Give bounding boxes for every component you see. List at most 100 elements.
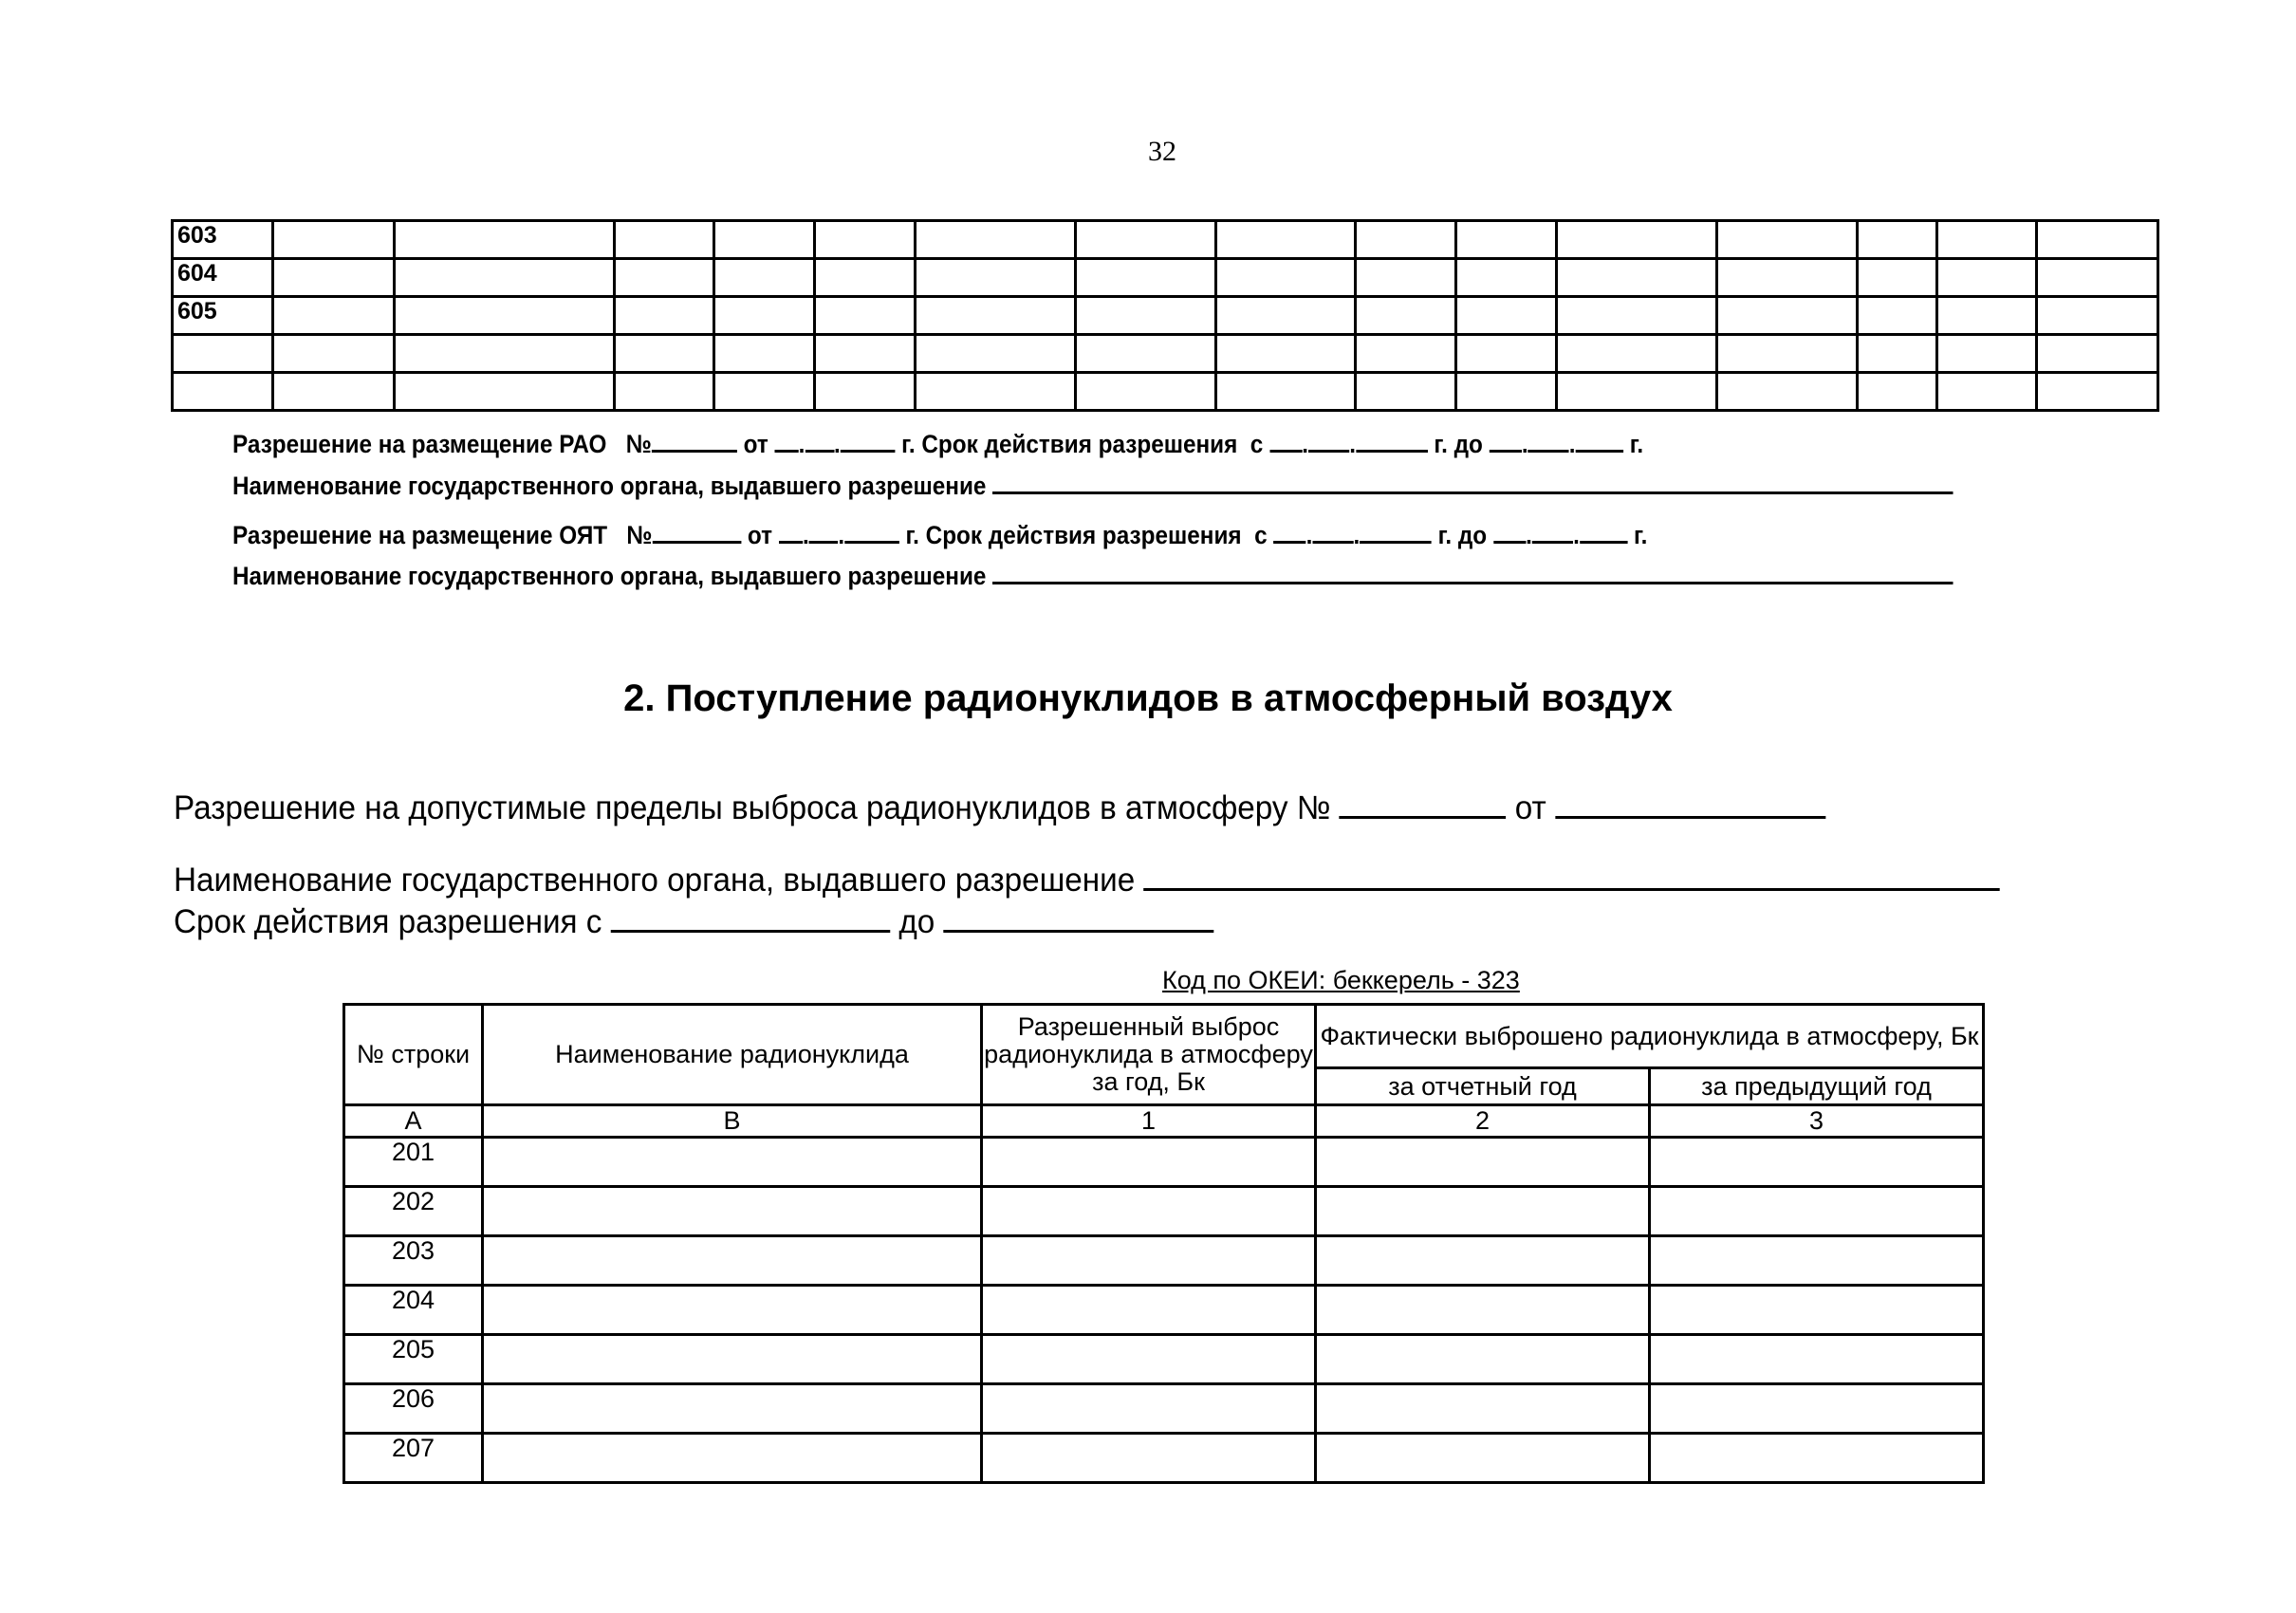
- table-cell[interactable]: [1647, 1284, 1986, 1336]
- end-month-field[interactable]: [1531, 518, 1574, 544]
- table-cell[interactable]: [1354, 333, 1457, 374]
- table-cell[interactable]: [813, 371, 917, 412]
- table-cell[interactable]: [613, 219, 715, 260]
- table-cell[interactable]: [1856, 371, 1938, 412]
- table-cell[interactable]: [2035, 333, 2159, 374]
- table-cell[interactable]: [613, 257, 715, 298]
- table-cell[interactable]: [1314, 1234, 1651, 1287]
- table-cell[interactable]: [713, 295, 816, 336]
- table-cell[interactable]: [481, 1284, 983, 1336]
- start-day-field[interactable]: [1273, 518, 1306, 544]
- end-day-field[interactable]: [1492, 518, 1527, 544]
- table-cell[interactable]: [1856, 257, 1938, 298]
- table-cell[interactable]: [1074, 295, 1217, 336]
- table-cell[interactable]: [1935, 257, 2038, 298]
- table-cell[interactable]: [980, 1185, 1317, 1237]
- table-cell[interactable]: [481, 1234, 983, 1287]
- table-cell[interactable]: [1214, 295, 1357, 336]
- month-field[interactable]: [805, 427, 835, 453]
- table-cell[interactable]: [1555, 371, 1718, 412]
- table-cell[interactable]: [481, 1185, 983, 1237]
- table-cell[interactable]: [980, 1432, 1317, 1484]
- table-cell[interactable]: [914, 219, 1077, 260]
- table-cell[interactable]: [271, 295, 396, 336]
- table-cell[interactable]: [481, 1382, 983, 1435]
- table-cell[interactable]: [1647, 1333, 1986, 1385]
- day-field[interactable]: [774, 427, 799, 453]
- table-cell[interactable]: [1647, 1136, 1986, 1188]
- table-cell[interactable]: [914, 371, 1077, 412]
- table-cell[interactable]: [2035, 371, 2159, 412]
- validity-start-field[interactable]: [610, 901, 891, 933]
- table-cell[interactable]: [980, 1234, 1317, 1287]
- table-cell[interactable]: [1214, 219, 1357, 260]
- table-cell[interactable]: [914, 257, 1077, 298]
- table-cell[interactable]: [813, 257, 917, 298]
- table-cell[interactable]: [271, 257, 396, 298]
- permit-number-field[interactable]: [651, 427, 737, 453]
- table-cell[interactable]: [2035, 219, 2159, 260]
- table-cell[interactable]: [1555, 295, 1718, 336]
- table-cell[interactable]: [393, 219, 616, 260]
- table-cell[interactable]: [1454, 219, 1558, 260]
- table-cell[interactable]: [1454, 371, 1558, 412]
- table-cell[interactable]: [393, 295, 616, 336]
- table-cell[interactable]: [1935, 371, 2038, 412]
- table-cell[interactable]: [393, 371, 616, 412]
- table-cell[interactable]: [713, 219, 816, 260]
- table-cell[interactable]: [1074, 219, 1217, 260]
- table-cell[interactable]: [713, 371, 816, 412]
- table-cell[interactable]: [1935, 295, 2038, 336]
- table-cell[interactable]: [1856, 333, 1938, 374]
- authority-field[interactable]: [1143, 860, 2000, 891]
- table-cell[interactable]: [813, 219, 917, 260]
- start-day-field[interactable]: [1269, 427, 1303, 453]
- table-cell[interactable]: [1935, 333, 2038, 374]
- table-cell[interactable]: [1074, 257, 1217, 298]
- table-cell[interactable]: [481, 1333, 983, 1385]
- end-day-field[interactable]: [1489, 427, 1522, 453]
- table-cell[interactable]: [1314, 1185, 1651, 1237]
- table-cell[interactable]: [1314, 1382, 1651, 1435]
- table-cell[interactable]: [1074, 371, 1217, 412]
- table-cell[interactable]: [980, 1382, 1317, 1435]
- validity-end-field[interactable]: [943, 901, 1214, 933]
- table-cell[interactable]: [1856, 219, 1938, 260]
- table-cell[interactable]: [980, 1284, 1317, 1336]
- table-cell[interactable]: [271, 333, 396, 374]
- table-cell[interactable]: [1647, 1432, 1986, 1484]
- table-cell[interactable]: [1856, 295, 1938, 336]
- table-cell[interactable]: [1454, 295, 1558, 336]
- day-field[interactable]: [778, 518, 803, 544]
- table-cell[interactable]: [481, 1136, 983, 1188]
- table-cell[interactable]: [1314, 1284, 1651, 1336]
- table-cell[interactable]: [1555, 333, 1718, 374]
- table-cell[interactable]: [393, 333, 616, 374]
- table-cell[interactable]: [813, 333, 917, 374]
- table-cell[interactable]: [1555, 257, 1718, 298]
- start-month-field[interactable]: [1312, 518, 1354, 544]
- permit-number-field[interactable]: [652, 518, 742, 544]
- end-year-field[interactable]: [1575, 427, 1623, 453]
- table-cell[interactable]: [481, 1432, 983, 1484]
- table-cell[interactable]: [1647, 1382, 1986, 1435]
- table-cell[interactable]: [2035, 257, 2159, 298]
- table-cell[interactable]: [393, 257, 616, 298]
- table-cell[interactable]: [1354, 295, 1457, 336]
- table-cell[interactable]: [1214, 333, 1357, 374]
- table-cell[interactable]: [613, 295, 715, 336]
- table-cell[interactable]: [1354, 257, 1457, 298]
- table-cell[interactable]: [1715, 257, 1859, 298]
- table-cell[interactable]: [1214, 257, 1357, 298]
- table-cell[interactable]: [1314, 1333, 1651, 1385]
- table-cell[interactable]: [914, 295, 1077, 336]
- table-cell[interactable]: [1454, 257, 1558, 298]
- year-field[interactable]: [844, 518, 899, 544]
- table-cell[interactable]: [1214, 371, 1357, 412]
- table-cell[interactable]: [914, 333, 1077, 374]
- table-cell[interactable]: [613, 333, 715, 374]
- table-cell[interactable]: [1715, 333, 1859, 374]
- table-cell[interactable]: [713, 257, 816, 298]
- emission-permit-date-field[interactable]: [1554, 788, 1825, 819]
- table-cell[interactable]: [1314, 1432, 1651, 1484]
